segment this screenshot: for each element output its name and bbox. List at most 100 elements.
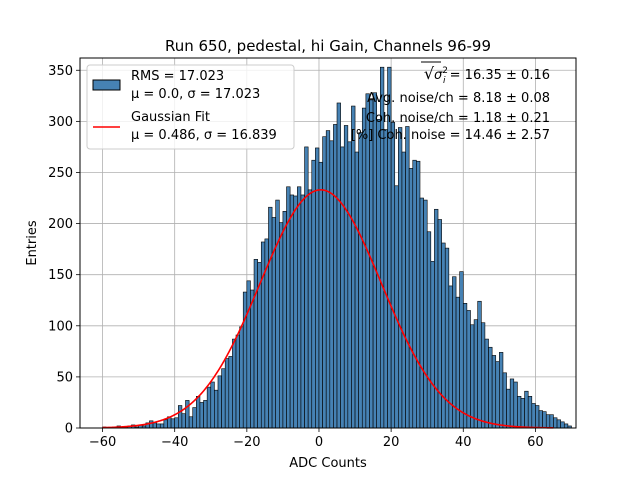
histogram-bar — [506, 388, 511, 429]
legend-fit-stats: μ = 0.486, σ = 16.839 — [131, 128, 277, 143]
histogram-bar — [185, 400, 190, 429]
histogram-bar — [214, 389, 219, 429]
histogram-bar — [416, 160, 421, 429]
y-tick-label: 50 — [56, 370, 73, 385]
histogram-bar — [351, 105, 356, 429]
histogram-bar — [224, 358, 230, 429]
sigma-symbol: σ — [434, 68, 443, 83]
histogram-bar — [473, 319, 479, 429]
histogram-bar — [477, 300, 482, 429]
y-tick-label: 150 — [48, 268, 73, 283]
histogram-bar — [520, 398, 525, 429]
histogram-bar — [513, 381, 518, 429]
histogram-bar — [260, 241, 266, 429]
histogram-bar — [542, 411, 547, 429]
histogram-bar — [434, 208, 439, 429]
histogram-bar — [527, 396, 533, 429]
histogram-bar — [322, 136, 327, 429]
histogram-bar — [232, 338, 237, 429]
histogram-bar — [361, 107, 367, 429]
sigma-superscript: 2 — [442, 66, 448, 76]
histogram-bar — [553, 417, 558, 429]
histogram-bar — [268, 206, 273, 429]
histogram-bar — [163, 419, 168, 429]
x-axis-label: ADC Counts — [289, 456, 367, 471]
histogram-bar — [412, 159, 417, 429]
x-tick-label: 40 — [455, 435, 472, 450]
x-tick-label: 20 — [383, 435, 400, 450]
histogram-bar — [217, 375, 222, 429]
histogram-bar — [297, 186, 302, 429]
histogram-bar — [156, 423, 161, 429]
histogram-bar — [149, 420, 154, 429]
y-tick-label: 0 — [65, 422, 73, 437]
histogram-bar — [535, 405, 540, 429]
annotation-coh-noise: Coh. noise/ch = 1.18 ± 0.21 — [366, 111, 550, 126]
histogram-bar — [419, 197, 424, 429]
histogram-bar — [340, 146, 345, 429]
histogram-bar — [336, 102, 341, 429]
x-tick-label: 60 — [527, 435, 544, 450]
histogram-bar — [170, 418, 175, 429]
histogram-bar — [279, 222, 284, 429]
histogram-bar — [545, 414, 551, 429]
y-tick-label: 100 — [48, 319, 73, 334]
histogram-bar — [210, 381, 215, 429]
histogram-bar — [481, 322, 486, 429]
histogram-bar — [242, 291, 248, 429]
histogram-bar — [181, 413, 186, 429]
histogram-bar — [177, 405, 183, 429]
noise-annotations: √σ2 i = 16.35 ± 0.16 Avg. noise/ch = 8.18… — [351, 61, 550, 143]
histogram-bar — [499, 352, 504, 429]
histogram-bar — [347, 141, 352, 429]
histogram-bar — [437, 219, 442, 429]
histogram-bar — [203, 400, 208, 429]
histogram-bar — [459, 271, 464, 429]
histogram-bar — [502, 372, 507, 429]
histogram-bar — [311, 159, 316, 429]
legend-box — [86, 64, 295, 150]
histogram-bar — [394, 185, 399, 429]
histogram-bar — [441, 242, 446, 429]
x-tick-label: −20 — [233, 435, 260, 450]
histogram-bar — [358, 132, 363, 429]
histogram-bar — [239, 326, 244, 429]
histogram-bar — [408, 168, 414, 429]
x-tick-label: −40 — [161, 435, 188, 450]
histogram-bar — [293, 195, 298, 429]
histogram-bar — [300, 194, 305, 429]
gaussian-fit-line — [102, 189, 554, 429]
histogram-bar — [289, 194, 295, 429]
x-tick-label: 0 — [315, 435, 323, 450]
histogram-bar — [383, 129, 388, 429]
histogram-bar — [235, 334, 240, 429]
histogram-bar — [484, 338, 489, 429]
histogram-bar — [307, 189, 313, 429]
histogram-bar — [390, 122, 396, 429]
histogram-bar — [199, 402, 204, 429]
gaussian-fit — [102, 189, 554, 429]
x-tick-label: −60 — [89, 435, 116, 450]
histogram-bar — [495, 361, 500, 429]
annotation-avg-noise: Avg. noise/ch = 8.18 ± 0.08 — [367, 91, 550, 106]
histogram-bar — [430, 261, 435, 429]
histogram-bar — [423, 199, 428, 429]
y-tick-label: 350 — [48, 64, 73, 79]
histogram-bar — [549, 414, 554, 429]
histogram-bar — [531, 403, 536, 429]
legend-histogram-label: RMS = 17.023 — [131, 69, 224, 84]
y-axis-ticks: 0 50 100 150 200 250 300 350 — [48, 64, 80, 437]
histogram-bar — [462, 303, 468, 429]
histogram-bar — [398, 127, 403, 429]
histogram-bar — [343, 125, 349, 429]
histogram-bar — [448, 285, 453, 429]
histogram-bar — [253, 259, 258, 429]
plot-frame — [79, 57, 577, 429]
histogram-bar — [250, 289, 255, 429]
histogram-bar — [333, 124, 338, 429]
histogram-bar — [466, 310, 471, 429]
histogram-bar — [304, 146, 309, 429]
histogram-bar — [329, 140, 334, 429]
histogram-bar — [488, 346, 493, 429]
